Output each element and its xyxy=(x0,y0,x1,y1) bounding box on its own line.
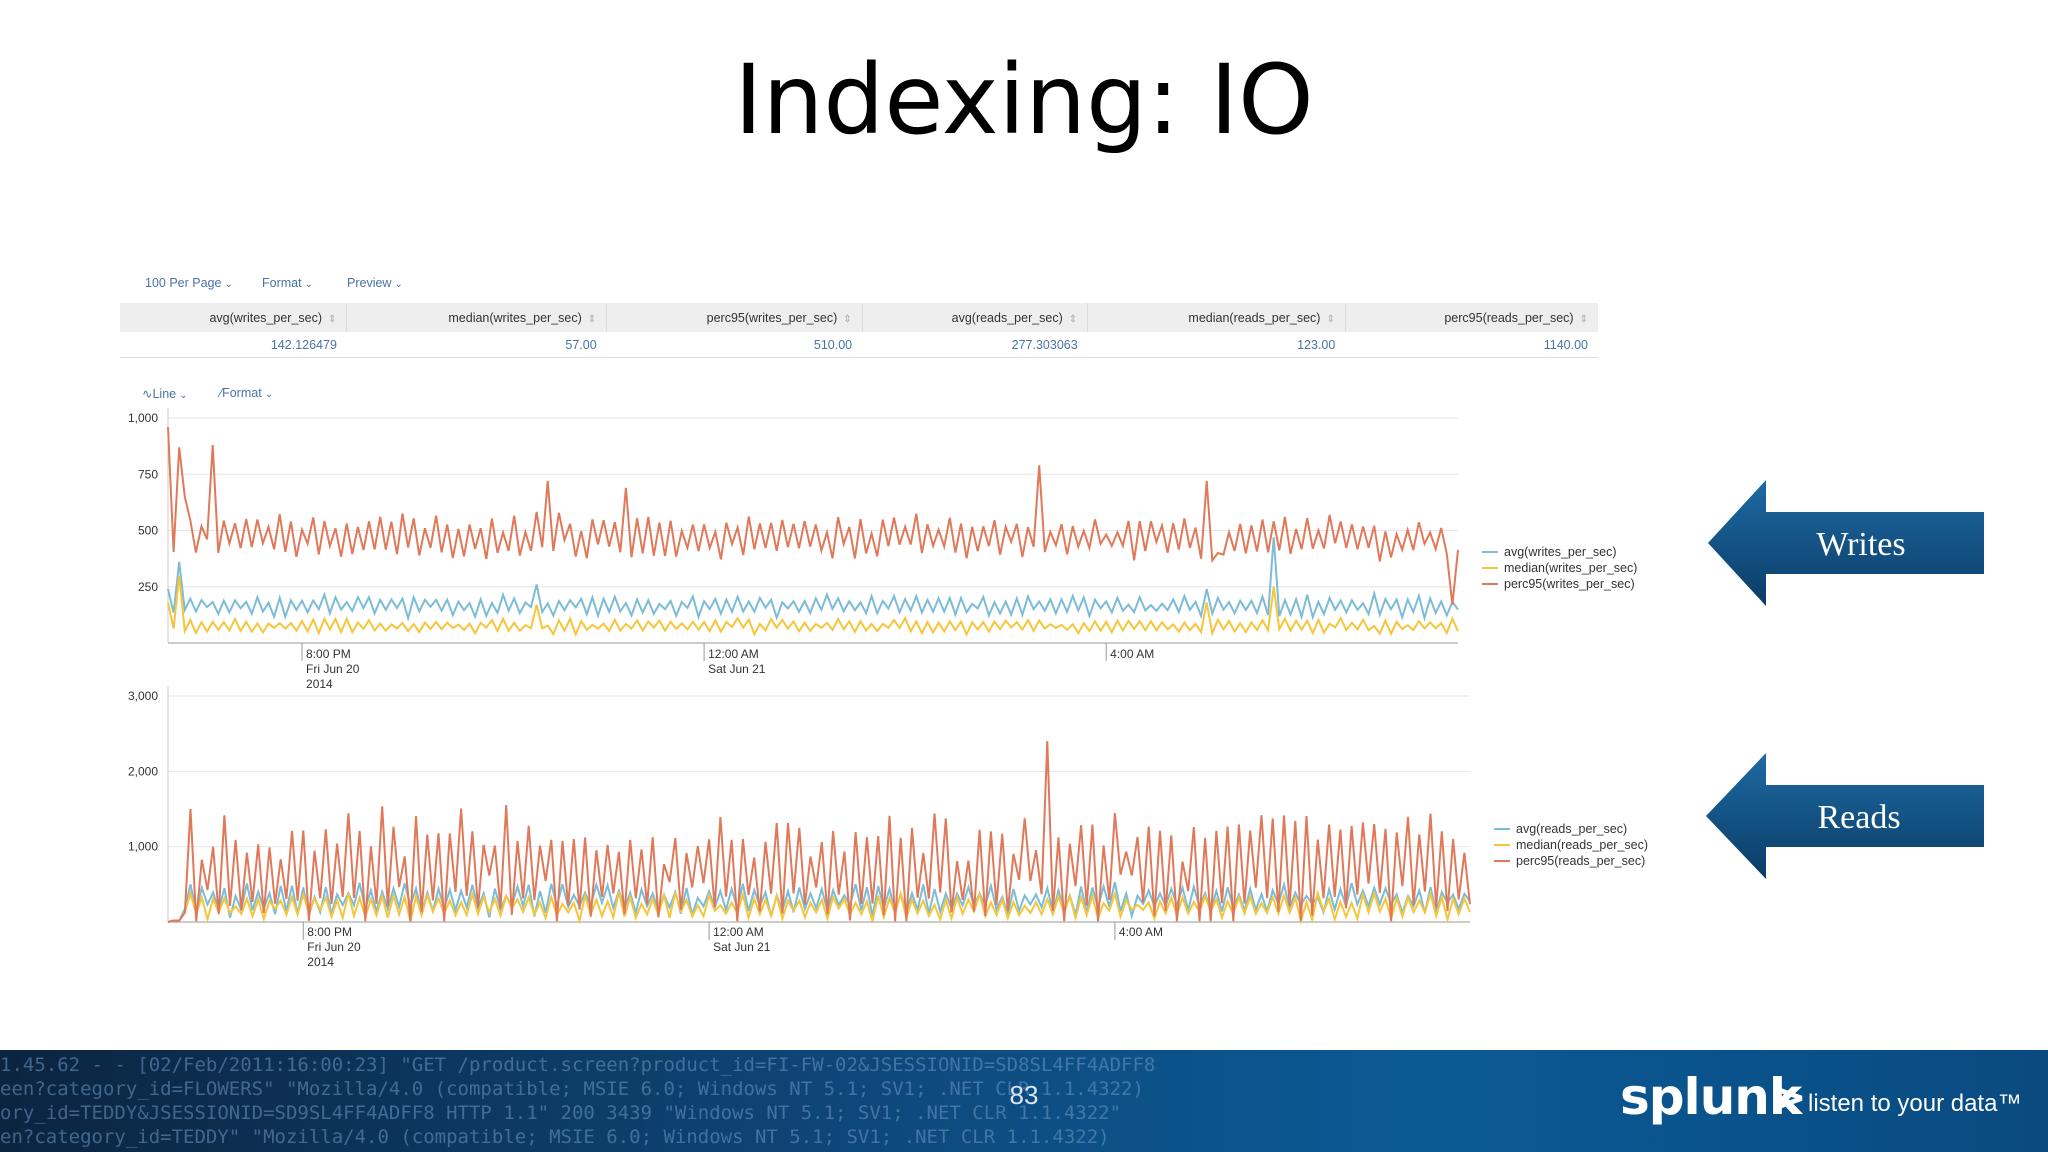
sort-icon: ⇕ xyxy=(1579,313,1588,325)
column-header[interactable]: median(reads_per_sec) ⇕ xyxy=(1087,303,1346,332)
x-tick-label: Fri Jun 20 xyxy=(307,940,361,954)
slide-title: Indexing: IO xyxy=(734,44,1314,156)
sort-icon: ⇕ xyxy=(328,313,337,325)
x-tick-label: 2014 xyxy=(307,955,334,969)
preview-label: Preview xyxy=(347,276,392,290)
table-cell[interactable]: 57.00 xyxy=(346,332,607,358)
x-tick-label: 12:00 AM xyxy=(713,925,764,939)
splunk-logo: splunk xyxy=(1620,1068,1802,1126)
log-line: een?category_id=FLOWERS" "Mozilla/4.0 (c… xyxy=(0,1078,1144,1100)
legend-label[interactable]: avg(writes_per_sec) xyxy=(1504,545,1617,559)
format-label: Format xyxy=(262,276,302,290)
y-tick-label: 500 xyxy=(138,524,158,538)
column-header[interactable]: avg(writes_per_sec) ⇕ xyxy=(120,303,347,332)
writes-callout-label: Writes xyxy=(1816,526,1905,563)
column-header[interactable]: perc95(writes_per_sec) ⇕ xyxy=(606,303,863,332)
legend-label[interactable]: median(reads_per_sec) xyxy=(1516,838,1648,852)
preview-dropdown[interactable]: Preview ⌄ xyxy=(347,276,403,290)
page-number: 83 xyxy=(1009,1080,1039,1110)
y-tick-label: 1,000 xyxy=(128,411,158,425)
pencil-icon: ⁄ xyxy=(220,386,223,400)
log-line: ory_id=TEDDY&JSESSIONID=SD9SL4FF4ADFF8 H… xyxy=(0,1102,1122,1124)
x-tick-label: 8:00 PM xyxy=(307,925,352,939)
y-tick-label: 2,000 xyxy=(128,764,158,778)
chevron-down-icon: ⌄ xyxy=(224,279,233,290)
writes-callout-arrow: Writes xyxy=(1708,480,1984,606)
table-row: 142.126479 57.00 510.00 277.303063 123.0… xyxy=(120,332,1598,358)
table-cell[interactable]: 142.126479 xyxy=(120,332,347,358)
per-page-dropdown[interactable]: 100 Per Page ⌄ xyxy=(145,276,233,290)
table-cell[interactable]: 510.00 xyxy=(606,332,863,358)
y-tick-label: 1,000 xyxy=(128,840,158,854)
x-tick-label: Fri Jun 20 xyxy=(306,662,360,676)
log-line: en?category_id=TEDDY" "Mozilla/4.0 (comp… xyxy=(0,1126,1110,1148)
chart-type-dropdown[interactable]: ∿Line ⌄ xyxy=(142,386,188,401)
line-chart-icon: ∿ xyxy=(142,387,153,401)
logo-tagline: listen to your data™ xyxy=(1808,1090,2022,1117)
stats-table: avg(writes_per_sec) ⇕ median(writes_per_s… xyxy=(120,303,1598,358)
sort-icon: ⇕ xyxy=(1068,313,1078,325)
chevron-down-icon: ⌄ xyxy=(264,389,274,400)
reads-callout-arrow: Reads xyxy=(1706,753,1984,879)
table-header-row: avg(writes_per_sec) ⇕ median(writes_per_s… xyxy=(120,303,1598,332)
y-tick-label: 750 xyxy=(138,467,158,481)
series-line-avg xyxy=(167,880,1471,923)
x-tick-label: Sat Jun 21 xyxy=(713,940,771,954)
chevron-down-icon: ⌄ xyxy=(304,279,313,290)
format-dropdown[interactable]: Format ⌄ xyxy=(262,276,313,290)
chevron-down-icon: ⌄ xyxy=(179,390,188,401)
legend-label[interactable]: avg(reads_per_sec) xyxy=(1516,822,1627,836)
y-tick-label: 3,000 xyxy=(128,689,158,703)
splunk-logo-mark: > xyxy=(1770,1072,1807,1123)
sort-icon: ⇕ xyxy=(1326,313,1335,325)
x-tick-label: 2014 xyxy=(306,677,333,691)
column-header[interactable]: avg(reads_per_sec) ⇕ xyxy=(861,303,1088,332)
column-header[interactable]: perc95(reads_per_sec) ⇕ xyxy=(1344,303,1598,332)
chart-format-dropdown[interactable]: ⁄Format ⌄ xyxy=(220,386,273,400)
y-tick-label: 250 xyxy=(138,580,158,594)
series-line-avg xyxy=(167,537,1459,622)
x-tick-label: 8:00 PM xyxy=(306,647,351,661)
legend-label[interactable]: perc95(reads_per_sec) xyxy=(1516,854,1645,868)
log-line: 1.45.62 - - [02/Feb/2011:16:00:23] "GET … xyxy=(0,1054,1156,1076)
footer-banner: 1.45.62 - - [02/Feb/2011:16:00:23] "GET … xyxy=(0,1050,2048,1152)
sort-icon: ⇕ xyxy=(587,313,597,325)
x-tick-label: 12:00 AM xyxy=(708,647,759,661)
series-line-median xyxy=(167,889,1471,926)
legend-label[interactable]: median(writes_per_sec) xyxy=(1504,561,1637,575)
chevron-down-icon: ⌄ xyxy=(394,279,403,290)
table-cell[interactable]: 277.303063 xyxy=(862,332,1088,358)
column-header[interactable]: median(writes_per_sec) ⇕ xyxy=(346,303,607,332)
chart-format-label: Format xyxy=(222,386,262,400)
table-cell[interactable]: 1140.00 xyxy=(1345,332,1598,358)
table-cell[interactable]: 123.00 xyxy=(1087,332,1346,358)
legend-label[interactable]: perc95(writes_per_sec) xyxy=(1504,577,1635,591)
x-tick-label: 4:00 AM xyxy=(1119,925,1163,939)
x-tick-label: 4:00 AM xyxy=(1110,647,1154,661)
series-line-perc95 xyxy=(167,426,1459,605)
reads-callout-label: Reads xyxy=(1817,799,1900,836)
x-tick-label: Sat Jun 21 xyxy=(708,662,766,676)
series-line-perc95 xyxy=(167,741,1471,923)
series-line-median xyxy=(167,575,1459,638)
chart-type-label: Line xyxy=(152,387,177,401)
per-page-label: 100 Per Page xyxy=(145,276,222,290)
sort-icon: ⇕ xyxy=(843,313,852,325)
